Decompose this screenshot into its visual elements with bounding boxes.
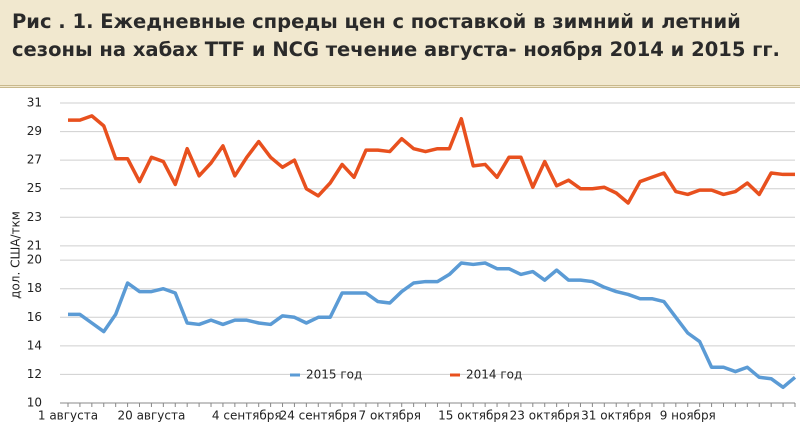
x-tick-label: 15 октября (438, 409, 508, 423)
x-tick-label: 24 сентября (280, 409, 357, 423)
x-tick-label: 9 ноября (660, 409, 716, 423)
y-tick-label: 20 (27, 253, 42, 267)
y-tick-label: 27 (27, 153, 42, 167)
y-tick-label: 25 (27, 181, 42, 195)
y-tick-label: 29 (27, 124, 42, 138)
x-tick-label: 7 октября (359, 409, 421, 423)
y-tick-label: 16 (27, 310, 42, 324)
y-tick-label: 12 (27, 367, 42, 381)
legend-label: 2015 год (306, 368, 362, 382)
header: Рис . 1. Ежедневные спреды цен с поставк… (0, 0, 800, 88)
chart-title: Рис . 1. Ежедневные спреды цен с поставк… (12, 10, 741, 33)
x-tick-label: 23 октября (510, 409, 580, 423)
y-tick-label: 14 (27, 338, 42, 352)
chart-title: сезоны на хабах TTF и NCG течение август… (12, 38, 780, 61)
y-tick-label: 31 (27, 96, 42, 110)
y-tick-label: 23 (27, 210, 42, 224)
x-tick-label: 4 сентября (212, 409, 282, 423)
x-tick-label: 1 августа (38, 409, 98, 423)
legend-label: 2014 год (466, 368, 522, 382)
y-axis-label: дол. США/ткм (9, 211, 23, 299)
series-line (68, 261, 797, 390)
x-tick-label: 31 октября (581, 409, 651, 423)
series-line (68, 114, 795, 205)
x-tick-label: 20 августа (117, 409, 185, 423)
y-tick-label: 18 (27, 281, 42, 295)
y-tick-label: 10 (27, 396, 42, 410)
y-tick-label: 21 (27, 238, 42, 252)
